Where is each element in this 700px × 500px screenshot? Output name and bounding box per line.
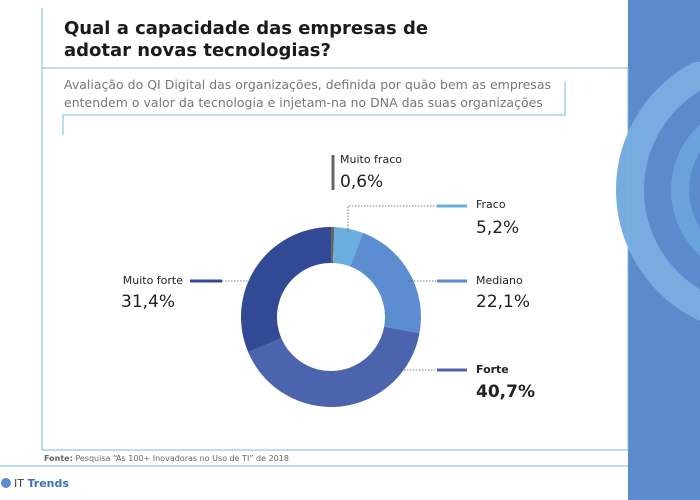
category-label: Muito fraco <box>340 153 402 166</box>
chart-title: Qual a capacidade das empresas de adotar… <box>64 18 429 61</box>
side-panel-top <box>628 0 700 62</box>
value-label: 0,6% <box>340 172 383 192</box>
frame <box>41 67 629 451</box>
donut-slice <box>240 227 331 353</box>
brand: IT Trends <box>14 477 69 490</box>
brand-icon <box>1 478 11 488</box>
leader-line <box>347 205 437 232</box>
brand-prefix: IT <box>14 477 24 490</box>
donut-slice <box>331 227 335 264</box>
value-label: 40,7% <box>476 382 535 402</box>
decor-circle <box>616 59 700 321</box>
category-label: Mediano <box>476 274 523 287</box>
value-label: 31,4% <box>121 292 175 312</box>
category-label: Forte <box>476 363 509 376</box>
donut-slice <box>248 326 420 408</box>
decor-circle <box>671 124 700 256</box>
brand-name: Trends <box>27 477 69 490</box>
donut: Muito fraco 0,6% Fraco 5,2% Mediano 22,1% Fort… <box>121 153 535 408</box>
donut-slice <box>350 232 421 334</box>
category-label: Fraco <box>476 198 506 211</box>
source: Fonte: Pesquisa “As 100+ Inovadoras no U… <box>44 454 289 463</box>
value-label: 22,1% <box>476 292 530 312</box>
source-text: Pesquisa “As 100+ Inovadoras no Uso de T… <box>75 454 289 463</box>
chart-subtitle: Avaliação do QI Digital das organizações… <box>64 77 551 110</box>
donut-slice <box>333 227 364 267</box>
value-label: 5,2% <box>476 218 519 238</box>
category-label: Muito forte <box>123 274 183 287</box>
subtitle-border <box>62 82 566 135</box>
source-label: Fonte: <box>44 454 73 463</box>
